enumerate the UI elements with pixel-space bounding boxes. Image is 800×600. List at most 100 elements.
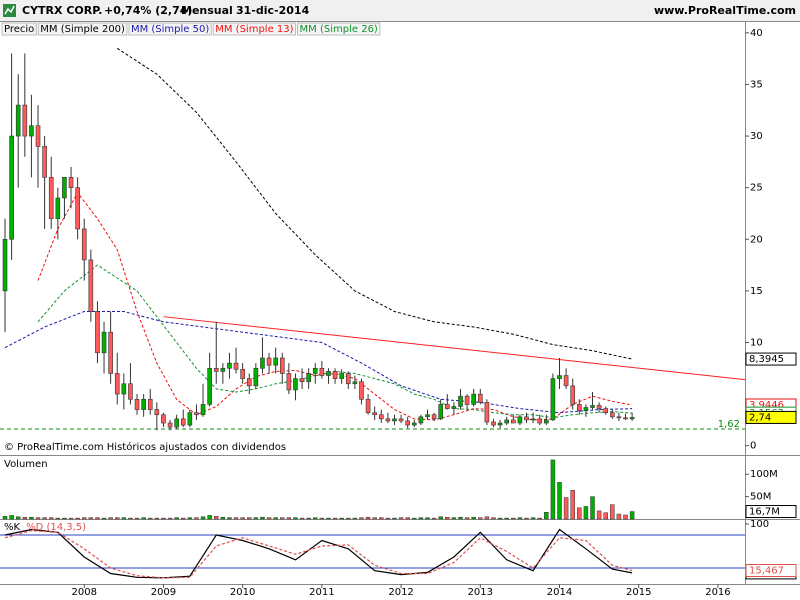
candle-body (207, 367, 212, 405)
volume-bar (88, 517, 94, 520)
candle-body (233, 362, 239, 370)
candle-body (213, 367, 219, 372)
panel-title: Volumen (4, 459, 48, 470)
candle-body (616, 416, 622, 419)
y-tick-label: 100 (750, 519, 769, 530)
volume-bar (471, 516, 476, 520)
volume-bar (596, 510, 602, 520)
volume-bar (114, 517, 120, 520)
value-label-text: 8,3945 (749, 354, 784, 365)
candle-body (326, 371, 331, 376)
volume-bar (557, 482, 562, 520)
candle-body (48, 177, 54, 219)
candle-body (88, 259, 94, 312)
candle-body (471, 393, 476, 405)
candle-body (511, 419, 516, 424)
y-tick-label: 40 (750, 28, 763, 39)
volume-bar (610, 504, 615, 520)
volume-bar (458, 516, 463, 520)
volume-bar (174, 517, 179, 520)
candle-body (590, 405, 595, 408)
candle-body (484, 402, 490, 423)
candle-body (180, 418, 186, 426)
value-label-text: 15,467 (749, 565, 784, 576)
value-label-box (745, 505, 797, 519)
x-tick-label: 2011 (309, 587, 334, 598)
volume-bar (372, 517, 377, 520)
volume-bar (134, 517, 140, 520)
volume-bar (266, 517, 272, 520)
volume-bar (260, 516, 265, 520)
candle-body (319, 367, 325, 376)
value-label-box (745, 352, 797, 366)
volume-bar (319, 517, 325, 520)
candle-body (194, 412, 199, 416)
moving-average (116, 47, 633, 360)
y-tick-label: 15 (750, 286, 763, 297)
candle-body (405, 420, 410, 426)
candle-body (273, 357, 278, 366)
volume-bar (154, 517, 160, 520)
candle-body (451, 406, 457, 409)
candle-body (312, 367, 318, 374)
candle-body (352, 381, 358, 385)
volume-bar (9, 515, 14, 520)
volume-bar (240, 517, 245, 520)
support-label: 1,62 (718, 419, 740, 430)
volume-bar (187, 517, 193, 520)
candle-body (398, 418, 404, 422)
candle-body (372, 412, 377, 416)
legend-entry: %K (4, 522, 21, 533)
value-label: 8,3945 (745, 352, 797, 366)
volume-bar (425, 517, 430, 520)
volume-bar (167, 517, 173, 520)
x-tick-label: 2010 (230, 587, 255, 598)
header-bar (0, 0, 800, 21)
candle-body (147, 398, 153, 410)
candle-body (2, 238, 8, 292)
volume-bar (511, 517, 516, 520)
candle-body (141, 398, 146, 410)
volume-bar (352, 517, 358, 520)
candle-body (227, 362, 232, 369)
volume-bar (570, 490, 575, 520)
volume-bar (29, 516, 34, 520)
candle-body (431, 414, 437, 420)
volume-bar (398, 517, 404, 520)
candle-body (623, 417, 628, 420)
candle-body (563, 375, 569, 387)
volume-bar (603, 512, 608, 520)
value-label-text: 3,9446 (749, 400, 784, 411)
volume-bar (629, 511, 635, 520)
volume-bar (247, 517, 252, 520)
candle-body (161, 414, 166, 424)
candle-body (101, 331, 107, 354)
volume-bar (42, 517, 47, 520)
volume-bar (48, 517, 54, 520)
volume-bar (478, 517, 483, 520)
moving-average (4, 311, 633, 414)
volume-bar (616, 513, 622, 520)
candle-body (114, 373, 120, 395)
candle-body (596, 405, 602, 409)
volume-bar (339, 517, 344, 520)
legend-box (297, 22, 381, 36)
candle-body (339, 373, 344, 379)
legend-box (37, 22, 128, 36)
volume-bar (313, 517, 318, 520)
candle-body (359, 381, 364, 400)
volume-bar (161, 517, 166, 520)
volume-bar (484, 516, 490, 520)
volume-bar (346, 517, 351, 520)
volume-bar (392, 517, 397, 520)
volume-bar (590, 496, 595, 520)
y-tick-label: 30 (750, 131, 763, 142)
volume-bar (253, 517, 259, 520)
y-tick-label: 50M (750, 492, 771, 503)
candle-body (167, 422, 173, 428)
volume-bar (623, 514, 628, 520)
y-tick-label: 10 (750, 337, 763, 348)
volume-bar (445, 516, 450, 520)
candle-body (458, 395, 463, 407)
